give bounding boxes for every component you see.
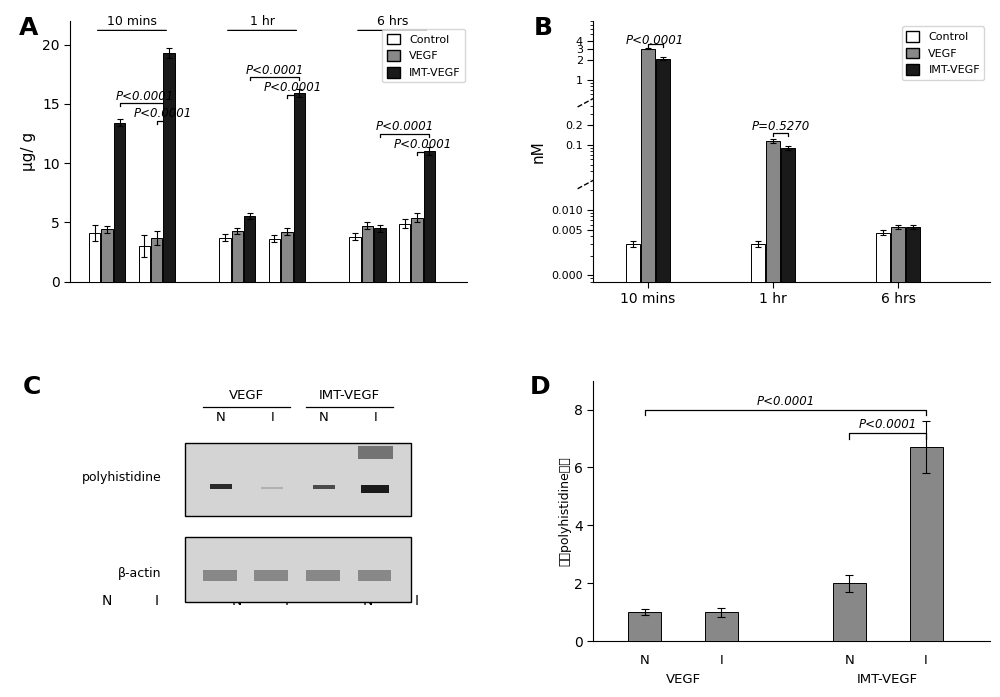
Text: I: I <box>155 595 159 608</box>
Text: β-actin: β-actin <box>118 567 161 580</box>
Text: I: I <box>270 411 274 424</box>
Text: P<0.0001: P<0.0001 <box>394 138 452 151</box>
Text: P<0.0001: P<0.0001 <box>756 395 814 408</box>
Text: B: B <box>534 16 553 40</box>
Text: VEGF: VEGF <box>229 389 264 402</box>
Text: A: A <box>18 16 38 40</box>
Text: I: I <box>285 595 289 608</box>
Bar <box>114 123 125 282</box>
Bar <box>361 485 389 493</box>
Text: 1 hr: 1 hr <box>250 15 275 28</box>
Bar <box>399 224 410 282</box>
Bar <box>203 569 237 581</box>
Text: C: C <box>22 376 41 399</box>
Bar <box>219 238 231 282</box>
Text: N: N <box>232 595 242 608</box>
Bar <box>424 151 435 282</box>
Y-axis label: μg/ g: μg/ g <box>21 132 36 171</box>
Text: I: I <box>719 654 723 667</box>
Bar <box>833 583 866 641</box>
Text: P<0.0001: P<0.0001 <box>245 63 304 77</box>
Bar <box>185 537 411 602</box>
Bar <box>349 236 361 282</box>
Bar <box>306 569 340 581</box>
Bar <box>139 246 150 282</box>
Text: N: N <box>216 411 226 424</box>
Legend: Control, VEGF, IMT-VEGF: Control, VEGF, IMT-VEGF <box>902 26 984 79</box>
Text: VEGF: VEGF <box>665 673 701 686</box>
Bar <box>254 569 288 581</box>
Text: IMT-VEGF: IMT-VEGF <box>857 673 918 686</box>
Text: P<0.0001: P<0.0001 <box>626 33 684 47</box>
Text: P<0.0001: P<0.0001 <box>134 107 192 121</box>
Bar <box>641 49 655 697</box>
Bar <box>358 569 391 581</box>
Bar <box>294 93 305 282</box>
Text: I: I <box>924 654 928 667</box>
Bar <box>411 217 423 282</box>
Bar <box>185 443 411 516</box>
Bar <box>269 239 280 282</box>
Text: P<0.0001: P<0.0001 <box>115 90 173 102</box>
Bar <box>151 238 162 282</box>
Bar <box>358 446 393 459</box>
Text: N: N <box>362 595 373 608</box>
Text: N: N <box>319 411 329 424</box>
Bar <box>910 447 943 641</box>
Bar <box>628 612 661 641</box>
Bar <box>656 59 670 697</box>
Bar <box>362 226 373 282</box>
Text: N: N <box>844 654 854 667</box>
Text: I: I <box>373 411 377 424</box>
Text: N: N <box>640 654 649 667</box>
Text: N: N <box>102 595 112 608</box>
Bar <box>232 231 243 282</box>
Y-axis label: 相对polyhistidine含量: 相对polyhistidine含量 <box>558 456 571 566</box>
Text: IMT-VEGF: IMT-VEGF <box>319 389 380 402</box>
Text: 10 mins: 10 mins <box>107 15 157 28</box>
Bar <box>281 232 293 282</box>
Bar <box>101 229 113 282</box>
Bar <box>891 227 905 697</box>
Bar <box>374 228 386 282</box>
Bar <box>163 53 175 282</box>
Bar <box>876 233 890 697</box>
Bar <box>244 216 255 282</box>
Bar <box>781 148 795 697</box>
Bar <box>89 233 100 282</box>
Text: P=0.5270: P=0.5270 <box>751 120 810 133</box>
Bar <box>626 244 640 697</box>
Text: 6 hrs: 6 hrs <box>377 15 408 28</box>
Bar <box>261 487 283 489</box>
Bar <box>210 484 232 489</box>
Text: D: D <box>530 376 551 399</box>
Legend: Control, VEGF, IMT-VEGF: Control, VEGF, IMT-VEGF <box>382 29 465 82</box>
Bar <box>906 227 920 697</box>
Bar <box>705 612 738 641</box>
Bar <box>766 141 780 697</box>
Bar <box>313 485 335 489</box>
Text: P<0.0001: P<0.0001 <box>264 82 322 94</box>
Text: P<0.0001: P<0.0001 <box>859 418 917 431</box>
Text: P<0.0001: P<0.0001 <box>375 121 434 133</box>
Y-axis label: nM: nM <box>531 140 546 162</box>
Bar <box>751 244 765 697</box>
Text: I: I <box>415 595 419 608</box>
Text: polyhistidine: polyhistidine <box>81 470 161 484</box>
